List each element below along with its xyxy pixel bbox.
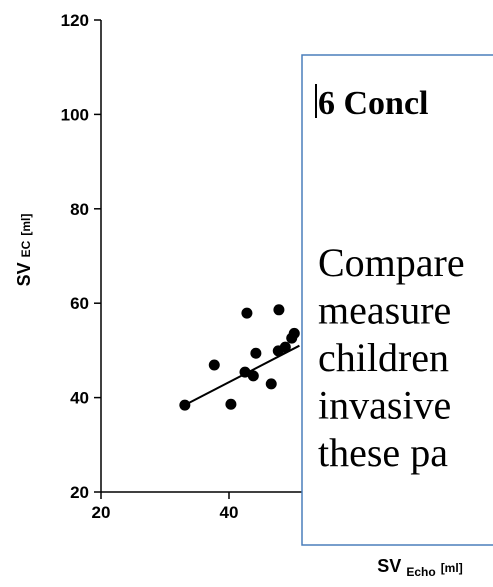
- y-tick-label: 100: [61, 105, 89, 124]
- x-label-main: SV: [377, 556, 401, 576]
- point: [179, 399, 191, 411]
- overlay-line: measure: [318, 288, 451, 333]
- overlay-line: these pa: [318, 430, 448, 475]
- y-tick-label: 20: [70, 483, 89, 502]
- y-tick-label: 40: [70, 389, 89, 408]
- point: [288, 327, 300, 339]
- x-tick-label: 40: [220, 503, 239, 522]
- overlay-line: children: [318, 335, 449, 380]
- overlay-line: invasive: [318, 383, 451, 428]
- plot: 20 40 60 80 100 120 20 40: [61, 11, 302, 522]
- point: [273, 304, 285, 316]
- y-tick-label: 120: [61, 11, 89, 30]
- y-label-unit: [ml]: [19, 214, 33, 236]
- y-label-main: SV: [14, 262, 34, 286]
- x-label-sub: Echo: [406, 565, 435, 579]
- point: [247, 370, 259, 382]
- y-label-sub: EC: [19, 240, 33, 257]
- x-tick-label: 20: [92, 503, 111, 522]
- y-axis-label: SV EC [ml]: [14, 214, 34, 287]
- point: [279, 341, 291, 353]
- y-tick-label: 80: [70, 200, 89, 219]
- overlay-box: [301, 54, 493, 546]
- point: [225, 398, 237, 410]
- point: [265, 378, 277, 390]
- x-axis-label: SV Echo [ml]: [377, 556, 462, 580]
- point: [208, 359, 220, 371]
- point: [250, 347, 262, 359]
- x-label-unit: [ml]: [441, 561, 463, 575]
- overlay-heading: 6 Concl: [318, 85, 429, 122]
- y-tick-label: 60: [70, 294, 89, 313]
- point: [241, 307, 253, 319]
- point: [239, 366, 251, 378]
- overlay-line: Compare: [318, 240, 465, 285]
